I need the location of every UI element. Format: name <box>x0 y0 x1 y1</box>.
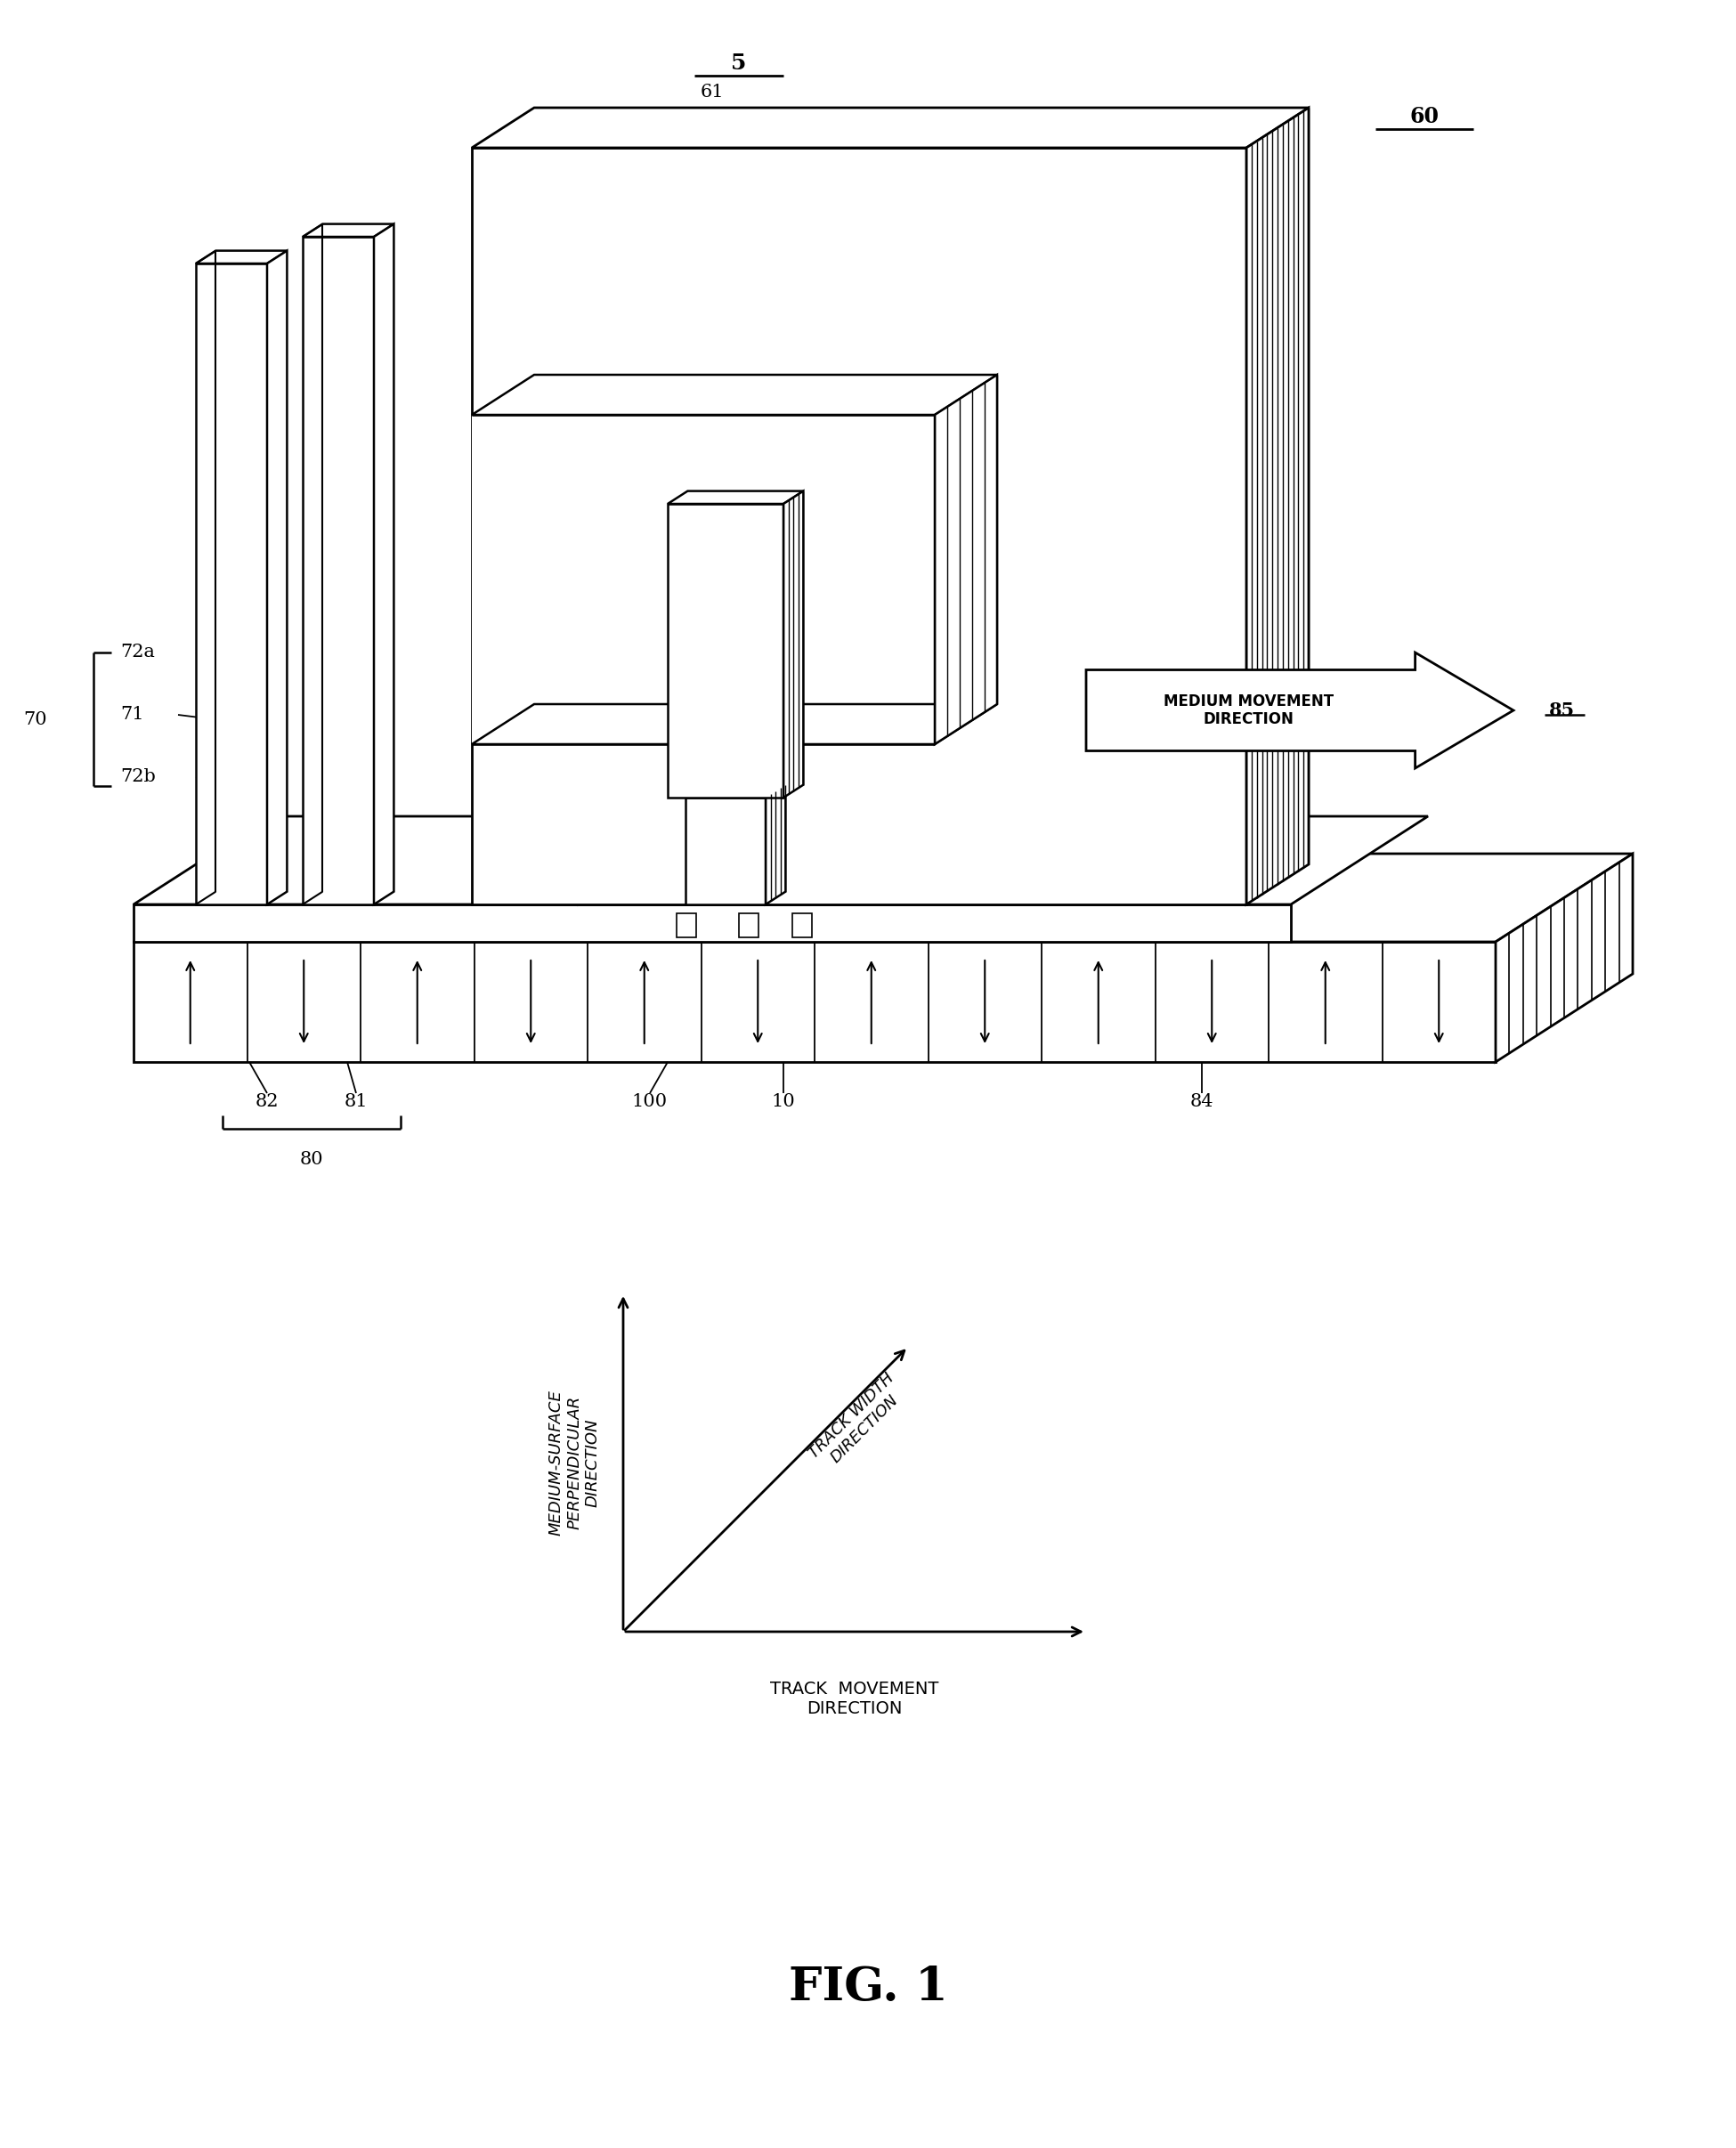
Polygon shape <box>686 784 786 797</box>
Polygon shape <box>373 223 394 904</box>
Bar <box>792 913 812 937</box>
Text: 85: 85 <box>1549 702 1575 720</box>
Text: 70: 70 <box>24 711 47 728</box>
Polygon shape <box>1087 653 1514 769</box>
Polygon shape <box>472 374 996 415</box>
Polygon shape <box>1496 853 1634 1061</box>
Polygon shape <box>498 170 599 183</box>
Polygon shape <box>196 264 267 904</box>
Polygon shape <box>472 107 1309 148</box>
Polygon shape <box>134 853 1634 941</box>
Text: 72a: 72a <box>120 644 155 662</box>
Polygon shape <box>578 170 599 904</box>
Text: 72b: 72b <box>120 769 156 786</box>
Text: TRACK  MOVEMENT
DIRECTION: TRACK MOVEMENT DIRECTION <box>771 1680 939 1716</box>
Polygon shape <box>472 705 996 743</box>
Text: TRACK WIDTH
DIRECTION: TRACK WIDTH DIRECTION <box>806 1370 910 1476</box>
Polygon shape <box>668 505 783 797</box>
Text: 71: 71 <box>120 707 144 724</box>
Polygon shape <box>783 492 804 797</box>
Polygon shape <box>766 784 786 904</box>
Polygon shape <box>196 251 286 264</box>
Text: 10: 10 <box>771 1093 795 1111</box>
Text: 61: 61 <box>700 84 724 101</box>
Polygon shape <box>302 223 394 236</box>
Polygon shape <box>134 941 1496 1061</box>
Polygon shape <box>498 183 578 904</box>
Text: MEDIUM-SURFACE
PERPENDICULAR
DIRECTION: MEDIUM-SURFACE PERPENDICULAR DIRECTION <box>549 1390 601 1536</box>
Polygon shape <box>302 236 373 904</box>
Polygon shape <box>134 904 1292 941</box>
Text: 81: 81 <box>344 1093 368 1111</box>
Polygon shape <box>686 797 766 904</box>
Text: 62: 62 <box>602 146 627 161</box>
Text: MEDIUM MOVEMENT
DIRECTION: MEDIUM MOVEMENT DIRECTION <box>1163 694 1333 728</box>
Polygon shape <box>934 374 996 743</box>
Polygon shape <box>267 251 286 904</box>
Polygon shape <box>668 492 804 505</box>
Text: 5: 5 <box>731 52 746 73</box>
Bar <box>677 913 696 937</box>
Bar <box>740 913 759 937</box>
Text: 100: 100 <box>632 1093 668 1111</box>
Polygon shape <box>134 816 1429 904</box>
Text: 60: 60 <box>1410 105 1439 127</box>
Polygon shape <box>472 415 934 743</box>
Text: 67: 67 <box>1158 449 1180 466</box>
Polygon shape <box>472 148 1246 904</box>
Text: 64: 64 <box>799 146 821 161</box>
Text: 82: 82 <box>255 1093 279 1111</box>
Text: FIG. 1: FIG. 1 <box>788 1965 948 2011</box>
Text: 80: 80 <box>300 1151 323 1169</box>
Polygon shape <box>1246 107 1309 904</box>
Text: 84: 84 <box>1191 1093 1213 1111</box>
